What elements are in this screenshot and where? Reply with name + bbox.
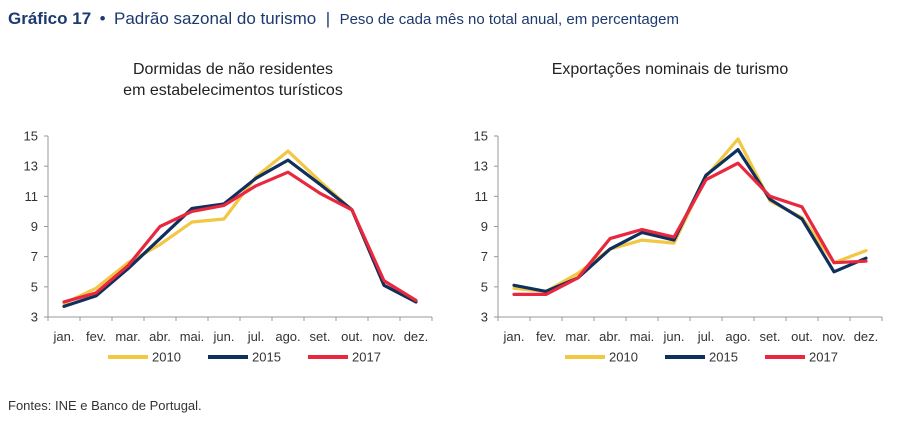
figure-title: Padrão sazonal do turismo [114, 9, 317, 28]
x-tick-label: out. [341, 329, 363, 344]
x-tick-label: abr. [599, 329, 621, 344]
x-tick-label: nov. [372, 329, 396, 344]
x-tick-label: fev. [536, 329, 556, 344]
y-tick-label: 11 [25, 189, 39, 204]
y-tick-label: 7 [481, 249, 488, 264]
x-tick-label: mar. [565, 329, 590, 344]
y-tick-label: 13 [24, 159, 38, 174]
y-tick-label: 13 [474, 159, 488, 174]
chart-exportacoes-svg: Exportações nominais de turismo 3 5 7 9 11 13 1… [474, 61, 883, 365]
y-tick-label: 11 [475, 189, 489, 204]
legend-label-2017: 2017 [809, 350, 838, 365]
y-tick-label: 3 [31, 310, 38, 325]
source-note: Fontes: INE e Banco de Portugal. [8, 398, 202, 413]
figure-header: Gráfico 17 • Padrão sazonal do turismo |… [8, 6, 898, 32]
header-bullet: • [99, 9, 106, 28]
chart-title-line: Exportações nominais de turismo [552, 61, 789, 78]
figure-number: Gráfico 17 [8, 9, 92, 28]
x-tick-label: jul. [247, 329, 265, 344]
series-line-2017 [62, 170, 418, 304]
x-tick-label: ago. [275, 329, 300, 344]
chart-exportacoes: Exportações nominais de turismo 3 5 7 9 11 13 1… [450, 50, 890, 380]
y-tick-label: 9 [481, 219, 488, 234]
series-line-2010 [512, 137, 868, 293]
figure-subtitle: Peso de cada mês no total anual, em perc… [339, 11, 679, 28]
y-tick-label: 3 [481, 310, 488, 325]
x-tick-label: mai. [630, 329, 655, 344]
chart-dormidas: Dormidas de não residentes em estabelecim… [0, 50, 440, 380]
x-tick-label: jun. [663, 329, 685, 344]
x-tick-label: jan. [503, 329, 525, 344]
series-line-2010 [62, 149, 418, 305]
x-tick-label: set. [310, 329, 331, 344]
x-tick-label: abr. [149, 329, 171, 344]
y-tick-label: 5 [31, 279, 38, 294]
x-tick-label: jan. [53, 329, 75, 344]
x-tick-label: nov. [822, 329, 846, 344]
y-tick-label: 5 [481, 279, 488, 294]
x-tick-label: jun. [213, 329, 235, 344]
y-tick-label: 15 [474, 129, 488, 144]
y-tick-label: 9 [31, 219, 38, 234]
x-tick-label: out. [791, 329, 813, 344]
x-tick-label: mar. [115, 329, 140, 344]
chart-title-line: em estabelecimentos turísticos [123, 82, 343, 99]
x-tick-label: set. [760, 329, 781, 344]
x-tick-label: mai. [180, 329, 205, 344]
header-separator: | [325, 9, 331, 28]
x-tick-label: dez. [404, 329, 429, 344]
legend-label-2015: 2015 [252, 350, 281, 365]
legend-label-2010: 2010 [609, 350, 638, 365]
chart-title-line: Dormidas de não residentes [133, 61, 333, 78]
series-line-2017 [512, 161, 868, 296]
legend-label-2010: 2010 [152, 350, 181, 365]
chart-dormidas-svg: Dormidas de não residentes em estabelecim… [24, 61, 433, 365]
legend-label-2015: 2015 [709, 350, 738, 365]
y-tick-label: 15 [24, 129, 38, 144]
x-tick-label: jul. [697, 329, 715, 344]
x-tick-label: ago. [725, 329, 750, 344]
x-tick-label: fev. [86, 329, 106, 344]
legend-label-2017: 2017 [352, 350, 381, 365]
series-line-2015 [512, 147, 868, 293]
x-tick-label: dez. [854, 329, 879, 344]
y-tick-label: 7 [31, 249, 38, 264]
